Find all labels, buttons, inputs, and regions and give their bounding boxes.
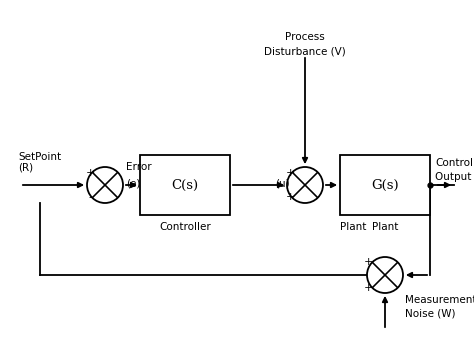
Text: +: + [85, 168, 95, 178]
Text: -: - [88, 192, 92, 202]
Text: SetPoint: SetPoint [18, 152, 61, 162]
Text: (R): (R) [18, 162, 33, 172]
Circle shape [367, 257, 403, 293]
Text: Output (Y): Output (Y) [435, 172, 474, 182]
Text: G(s): G(s) [371, 179, 399, 191]
Text: Measurement: Measurement [405, 295, 474, 305]
Text: C(s): C(s) [172, 179, 199, 191]
Text: Plant: Plant [340, 222, 366, 232]
Text: +: + [285, 168, 295, 178]
Text: Disturbance (V): Disturbance (V) [264, 47, 346, 57]
Text: +: + [285, 192, 295, 202]
Circle shape [87, 167, 123, 203]
Bar [340, 155, 430, 215]
Text: Plant: Plant [372, 222, 398, 232]
Text: Noise (W): Noise (W) [405, 308, 456, 318]
Text: Controller: Controller [159, 222, 211, 232]
Text: Controlled: Controlled [435, 158, 474, 168]
Text: +: + [363, 257, 373, 267]
Text: (u): (u) [275, 178, 290, 188]
Text: Error: Error [126, 162, 152, 172]
Text: (e): (e) [126, 178, 140, 188]
Circle shape [287, 167, 323, 203]
Text: +: + [363, 283, 373, 293]
Bar [140, 155, 230, 215]
Text: Process: Process [285, 32, 325, 42]
